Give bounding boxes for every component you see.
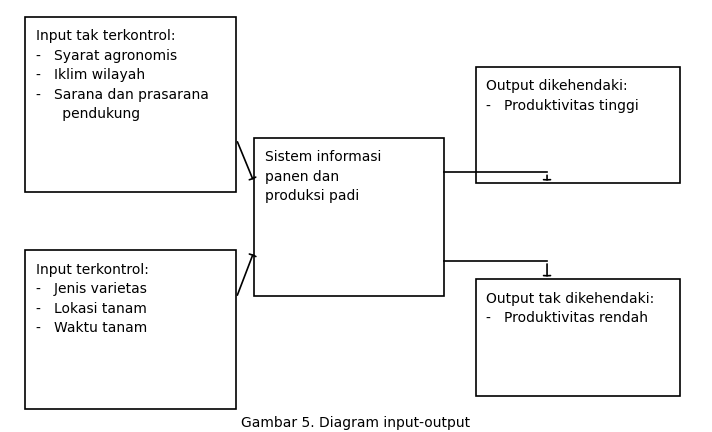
Text: Output dikehendaki:
-   Produktivitas tinggi: Output dikehendaki: - Produktivitas ting… (486, 79, 639, 113)
Text: Input tak terkontrol:
-   Syarat agronomis
-   Iklim wilayah
-   Sarana dan pras: Input tak terkontrol: - Syarat agronomis… (36, 29, 209, 121)
Text: Output tak dikehendaki:
-   Produktivitas rendah: Output tak dikehendaki: - Produktivitas … (486, 292, 654, 325)
FancyBboxPatch shape (26, 17, 236, 192)
FancyBboxPatch shape (26, 250, 236, 409)
Text: Input terkontrol:
-   Jenis varietas
-   Lokasi tanam
-   Waktu tanam: Input terkontrol: - Jenis varietas - Lok… (36, 263, 149, 335)
FancyBboxPatch shape (476, 67, 680, 184)
FancyBboxPatch shape (476, 280, 680, 396)
Text: Sistem informasi
panen dan
produksi padi: Sistem informasi panen dan produksi padi (265, 150, 381, 203)
FancyBboxPatch shape (254, 138, 444, 296)
Text: Gambar 5. Diagram input-output: Gambar 5. Diagram input-output (241, 416, 471, 429)
